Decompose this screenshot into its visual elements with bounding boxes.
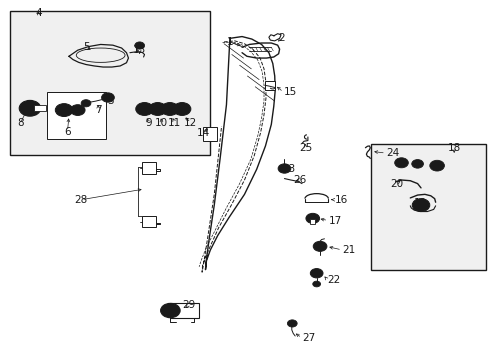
Text: 15: 15: [283, 87, 296, 97]
Circle shape: [74, 107, 81, 113]
Circle shape: [415, 202, 425, 209]
Circle shape: [394, 158, 407, 168]
Circle shape: [411, 159, 423, 168]
Bar: [203, 127, 216, 140]
Circle shape: [160, 303, 180, 318]
Bar: [370, 144, 485, 270]
Circle shape: [149, 103, 166, 116]
Circle shape: [278, 164, 290, 173]
Text: 2: 2: [277, 33, 284, 43]
Text: 9: 9: [145, 118, 151, 128]
Bar: [142, 216, 156, 227]
Text: 13: 13: [133, 45, 146, 55]
Text: 19: 19: [412, 198, 426, 208]
Circle shape: [102, 93, 114, 102]
Text: 3: 3: [107, 96, 114, 106]
Circle shape: [135, 42, 144, 49]
Circle shape: [312, 281, 320, 287]
Circle shape: [310, 269, 323, 278]
Circle shape: [156, 108, 159, 111]
Text: 16: 16: [334, 195, 347, 205]
Text: 4: 4: [35, 8, 42, 18]
Circle shape: [161, 103, 178, 116]
Circle shape: [70, 105, 85, 116]
Circle shape: [81, 100, 91, 107]
Text: 21: 21: [341, 245, 355, 255]
Text: 14: 14: [196, 129, 209, 138]
Circle shape: [136, 103, 153, 116]
Bar: [34, 105, 46, 111]
Circle shape: [59, 107, 69, 114]
Circle shape: [287, 320, 297, 327]
Text: 7: 7: [95, 105, 102, 115]
Circle shape: [173, 103, 190, 116]
Text: 24: 24: [385, 148, 398, 158]
Circle shape: [19, 100, 41, 116]
Bar: [264, 81, 274, 90]
Circle shape: [411, 199, 429, 212]
Text: 22: 22: [327, 275, 340, 285]
Circle shape: [27, 106, 33, 111]
Text: 18: 18: [447, 143, 460, 153]
Circle shape: [153, 105, 162, 113]
Circle shape: [164, 105, 174, 113]
Circle shape: [429, 160, 444, 171]
Circle shape: [164, 306, 176, 315]
Bar: [142, 162, 156, 174]
Text: 28: 28: [74, 195, 87, 205]
Circle shape: [177, 105, 186, 113]
Text: 17: 17: [328, 216, 341, 225]
Circle shape: [180, 108, 183, 111]
Text: 1: 1: [226, 37, 233, 47]
Text: 26: 26: [292, 175, 305, 185]
Text: 20: 20: [389, 179, 403, 189]
Text: 23: 23: [281, 164, 294, 174]
Circle shape: [105, 95, 111, 100]
Text: 5: 5: [82, 42, 89, 52]
Text: 25: 25: [298, 143, 311, 153]
Circle shape: [140, 105, 149, 113]
Circle shape: [305, 213, 319, 224]
Text: 6: 6: [64, 127, 71, 136]
Circle shape: [23, 104, 36, 113]
Text: 8: 8: [17, 118, 23, 128]
Circle shape: [309, 216, 315, 221]
Bar: [310, 220, 315, 224]
Text: 29: 29: [182, 300, 195, 310]
Bar: [47, 92, 105, 139]
Text: 11: 11: [168, 118, 181, 128]
Text: 10: 10: [155, 118, 168, 128]
Bar: [170, 303, 198, 318]
Text: 12: 12: [184, 118, 197, 128]
Circle shape: [167, 108, 171, 111]
Circle shape: [142, 108, 146, 111]
Text: 27: 27: [302, 333, 315, 343]
Circle shape: [313, 241, 326, 251]
Circle shape: [55, 104, 73, 117]
Bar: [10, 12, 210, 155]
